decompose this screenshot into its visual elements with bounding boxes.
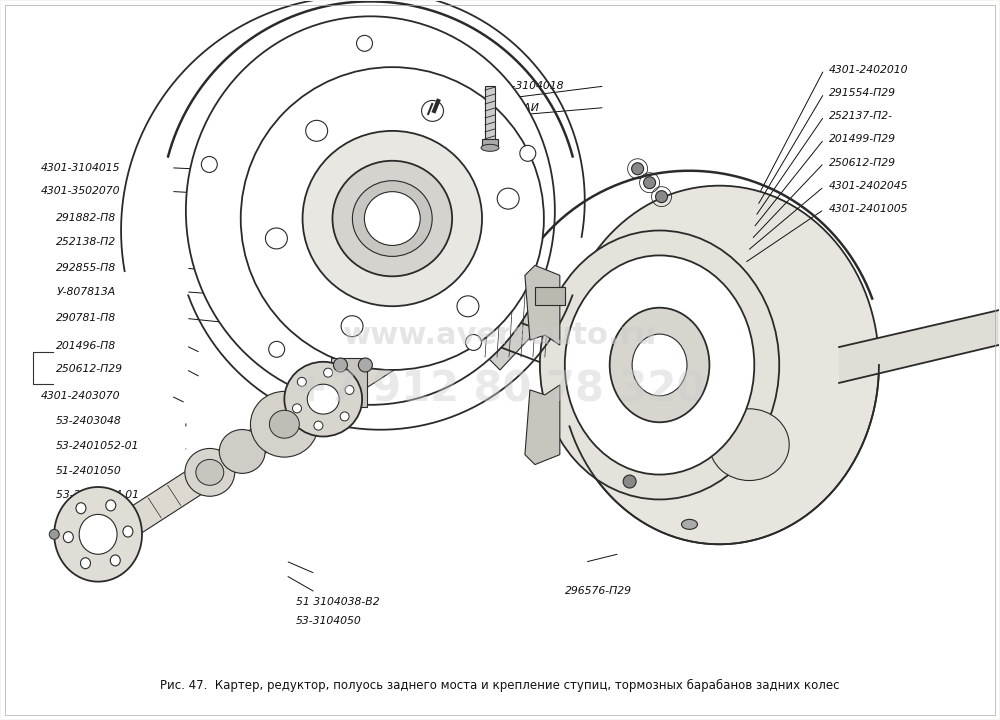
Ellipse shape — [422, 101, 444, 122]
Bar — [331, 358, 367, 408]
Ellipse shape — [497, 188, 519, 209]
Ellipse shape — [284, 361, 362, 436]
Text: 4301-2402045: 4301-2402045 — [829, 181, 909, 192]
Text: 290781-П8: 290781-П8 — [56, 313, 116, 323]
Ellipse shape — [610, 307, 709, 422]
Text: 4301-3104018: 4301-3104018 — [485, 81, 565, 91]
Text: 252137-П2-: 252137-П2- — [829, 111, 893, 121]
Ellipse shape — [123, 526, 133, 537]
Ellipse shape — [307, 384, 339, 414]
Ellipse shape — [332, 161, 452, 276]
Ellipse shape — [520, 145, 536, 161]
Text: 296576-П29: 296576-П29 — [565, 586, 632, 596]
Text: 51-2401050: 51-2401050 — [56, 466, 122, 476]
Ellipse shape — [186, 17, 555, 405]
Ellipse shape — [466, 335, 481, 351]
Ellipse shape — [269, 410, 299, 438]
Ellipse shape — [293, 404, 301, 413]
Text: 53-3104050: 53-3104050 — [296, 616, 361, 626]
Polygon shape — [839, 310, 999, 383]
Ellipse shape — [185, 449, 235, 496]
Text: 291882-П8: 291882-П8 — [56, 213, 116, 223]
Ellipse shape — [63, 531, 73, 543]
Ellipse shape — [314, 421, 323, 430]
Ellipse shape — [269, 341, 285, 357]
Ellipse shape — [632, 163, 644, 175]
Ellipse shape — [303, 131, 482, 306]
Ellipse shape — [265, 228, 287, 249]
Text: 250612-П29: 250612-П29 — [56, 364, 123, 374]
Ellipse shape — [196, 459, 224, 485]
Ellipse shape — [340, 412, 349, 421]
Text: 292855-П8: 292855-П8 — [56, 264, 116, 273]
Ellipse shape — [333, 358, 347, 372]
Polygon shape — [525, 385, 560, 464]
Ellipse shape — [54, 487, 142, 582]
Text: +7 912 80 78 320: +7 912 80 78 320 — [294, 369, 706, 411]
Text: 4301-3104015: 4301-3104015 — [41, 163, 121, 173]
Ellipse shape — [481, 144, 499, 151]
Ellipse shape — [297, 377, 306, 387]
Ellipse shape — [358, 358, 372, 372]
Text: 250612-П29: 250612-П29 — [829, 158, 896, 168]
Ellipse shape — [709, 409, 789, 480]
Text: 291554-П29: 291554-П29 — [829, 88, 896, 98]
Text: 51 3104038-В2: 51 3104038-В2 — [296, 598, 379, 608]
Text: Рис. 47.  Картер, редуктор, полуось заднего моста и крепление ступиц, тормозных : Рис. 47. Картер, редуктор, полуось задне… — [160, 679, 840, 692]
Ellipse shape — [457, 296, 479, 317]
Text: 252138-П2: 252138-П2 — [56, 237, 116, 247]
Ellipse shape — [306, 120, 328, 141]
Ellipse shape — [79, 514, 117, 554]
Ellipse shape — [364, 192, 420, 246]
Ellipse shape — [324, 368, 333, 377]
Text: 53-2401052-01: 53-2401052-01 — [56, 441, 140, 451]
Ellipse shape — [201, 156, 217, 172]
Text: 4301-2403070: 4301-2403070 — [41, 391, 121, 401]
Ellipse shape — [656, 191, 668, 202]
Text: 53-2401054 01: 53-2401054 01 — [56, 490, 139, 500]
Ellipse shape — [560, 186, 879, 544]
Text: У-807813А: У-807813А — [56, 287, 115, 297]
Polygon shape — [485, 280, 565, 370]
Ellipse shape — [241, 67, 544, 370]
Bar — [482, 139, 498, 147]
Ellipse shape — [341, 316, 363, 337]
Ellipse shape — [357, 35, 372, 51]
Bar — [485, 86, 495, 141]
Text: 201496-П8: 201496-П8 — [56, 341, 116, 351]
Text: 4301-3502070: 4301-3502070 — [41, 186, 121, 197]
Bar — [535, 287, 565, 305]
Text: 6-7515АИ: 6-7515АИ — [485, 102, 539, 112]
Ellipse shape — [623, 475, 636, 488]
Ellipse shape — [110, 555, 120, 566]
Ellipse shape — [80, 558, 90, 569]
Text: 4301-2401005: 4301-2401005 — [829, 204, 909, 215]
Ellipse shape — [76, 503, 86, 513]
Ellipse shape — [345, 385, 354, 395]
Ellipse shape — [219, 430, 265, 473]
Text: 53-2403048: 53-2403048 — [56, 416, 122, 426]
Ellipse shape — [632, 334, 687, 396]
Polygon shape — [525, 266, 560, 345]
Text: www.aversauto.ru: www.aversauto.ru — [343, 320, 657, 350]
Ellipse shape — [106, 500, 116, 511]
Polygon shape — [430, 315, 500, 350]
Text: 201499-П29: 201499-П29 — [829, 134, 896, 144]
Text: 4301-2402010: 4301-2402010 — [829, 65, 909, 75]
Ellipse shape — [644, 176, 656, 189]
Ellipse shape — [540, 230, 779, 500]
Ellipse shape — [49, 529, 59, 539]
Ellipse shape — [565, 256, 754, 474]
Ellipse shape — [352, 181, 432, 256]
Polygon shape — [99, 318, 438, 551]
Ellipse shape — [681, 519, 697, 529]
Ellipse shape — [250, 392, 318, 457]
